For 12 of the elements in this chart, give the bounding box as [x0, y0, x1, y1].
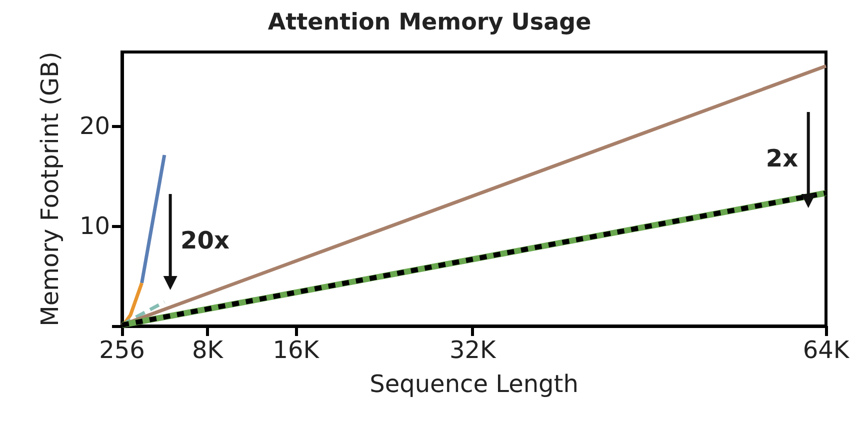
x-tick-label: 256 — [99, 336, 145, 364]
annotation: 20x — [180, 226, 230, 255]
x-tick-label: 32K — [449, 336, 497, 364]
x-axis-title: Sequence Length — [370, 370, 578, 398]
x-tick-label: 16K — [272, 336, 320, 364]
y-axis-title: Memory Footprint (GB) — [36, 52, 64, 326]
chart-title: Attention Memory Usage — [268, 10, 592, 36]
y-tick-label: 20 — [79, 112, 110, 140]
y-tick-label: 10 — [79, 212, 110, 240]
x-tick-label: 8K — [192, 336, 224, 364]
annotation: 2x — [766, 144, 799, 173]
x-tick-label: 64K — [802, 336, 850, 364]
